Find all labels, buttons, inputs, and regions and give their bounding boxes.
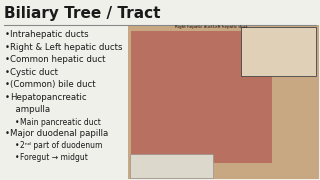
Text: •: • [4, 129, 10, 138]
Text: Intrahepatic ducts: Intrahepatic ducts [10, 30, 89, 39]
Text: Major duodenal papilla: Major duodenal papilla [10, 129, 108, 138]
Text: Hepatopancreatic: Hepatopancreatic [10, 93, 87, 102]
Text: •: • [4, 55, 10, 64]
Text: Cystic duct: Cystic duct [10, 68, 58, 77]
Text: Main pancreatic duct: Main pancreatic duct [20, 118, 101, 127]
Text: •: • [4, 30, 10, 39]
Text: •: • [4, 68, 10, 77]
Text: •: • [4, 80, 10, 89]
FancyBboxPatch shape [130, 154, 212, 177]
Text: Left hepatic duct: Left hepatic duct [213, 25, 247, 29]
Text: 2ⁿᵈ part of duodenum: 2ⁿᵈ part of duodenum [20, 141, 102, 150]
Text: •: • [4, 93, 10, 102]
FancyBboxPatch shape [131, 31, 271, 163]
Text: ampulla: ampulla [10, 105, 50, 114]
Text: Right hepatic duct: Right hepatic duct [175, 25, 212, 29]
Text: •: • [15, 153, 19, 162]
Text: •: • [15, 118, 19, 127]
Text: Right & Left hepatic ducts: Right & Left hepatic ducts [10, 43, 123, 52]
Text: (Common) bile duct: (Common) bile duct [10, 80, 96, 89]
Text: Biliary Tree / Tract: Biliary Tree / Tract [4, 6, 160, 21]
FancyBboxPatch shape [241, 28, 316, 76]
FancyBboxPatch shape [128, 25, 319, 179]
Text: Foregut → midgut: Foregut → midgut [20, 153, 88, 162]
Text: Common hepatic duct: Common hepatic duct [10, 55, 106, 64]
Text: •: • [15, 141, 19, 150]
Text: •: • [4, 43, 10, 52]
